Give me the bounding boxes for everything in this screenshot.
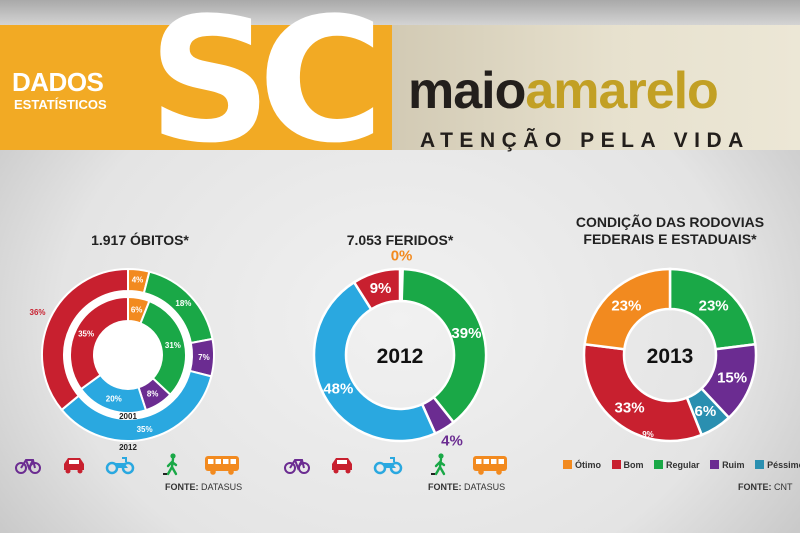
campaign-logo: maioamarelo bbox=[408, 62, 719, 120]
rodovias-label-0: 23% bbox=[699, 298, 729, 315]
obitos-inner-year: 2001 bbox=[119, 412, 137, 421]
campaign-tagline: ATENÇÃO PELA VIDA bbox=[420, 129, 750, 152]
rodovias-label-3: 33% bbox=[615, 399, 645, 416]
legend-swatch-otimo bbox=[563, 460, 572, 469]
rodovias-slice-0 bbox=[668, 267, 757, 351]
feridos-label-0: 0% bbox=[391, 247, 413, 264]
rodovias-title-line2: FEDERAIS E ESTADUAIS* bbox=[583, 231, 757, 247]
feridos-chart: 0% 39% 4% 48% 9% 2012 bbox=[312, 247, 488, 450]
feridos-source-name: DATASUS bbox=[464, 482, 506, 492]
yellow-band bbox=[0, 25, 400, 150]
feridos-slice-1 bbox=[400, 267, 488, 425]
legend-label-pessimo: Péssimo bbox=[767, 460, 800, 470]
rodovias-source-label: FONTE: bbox=[738, 482, 772, 492]
feridos-label-4: 9% bbox=[370, 280, 392, 297]
obitos-bus-icon bbox=[205, 456, 239, 475]
feridos-label-1: 39% bbox=[451, 325, 481, 342]
obitos-source-name: DATASUS bbox=[201, 482, 243, 492]
rodovias-chart: 23% 15%6% 33% 23% 2013 9% bbox=[582, 267, 758, 443]
obitos-motorcycle-icon bbox=[105, 457, 135, 475]
state-abbreviation: SC bbox=[148, 0, 384, 181]
header-banner: DADOS ESTATÍSTICOS SC maioamarelo ATENÇÃ… bbox=[0, 0, 800, 167]
obitos-outer-year: 2012 bbox=[119, 443, 137, 452]
obitos-inner-label-3: 20% bbox=[106, 395, 122, 404]
feridos-source-label: FONTE: bbox=[428, 482, 462, 492]
feridos-label-3: 48% bbox=[323, 380, 353, 397]
rodovias-source: FONTE: CNT bbox=[738, 482, 793, 492]
estatisticos-subtitle: ESTATÍSTICOS bbox=[14, 97, 107, 112]
obitos-car-icon bbox=[64, 458, 84, 474]
obitos-outer-label-4: 36% bbox=[30, 308, 46, 317]
legend-label-ruim: Ruim bbox=[722, 460, 745, 470]
feridos-bus-icon bbox=[473, 456, 507, 475]
feridos-label-2: 4% bbox=[441, 433, 463, 450]
feridos-source: FONTE: DATASUS bbox=[428, 482, 505, 492]
rodovias-legend: Ótimo Bom Regular Ruim Péssimo bbox=[555, 460, 800, 470]
rodovias-label-1: 15% bbox=[717, 370, 747, 387]
obitos-outer-label-0: 4% bbox=[132, 275, 144, 284]
feridos-pedestrian-icon bbox=[431, 453, 446, 476]
legend-swatch-ruim bbox=[710, 460, 720, 469]
obitos-inner-label-1: 31% bbox=[165, 341, 181, 350]
obitos-inner-label-4: 35% bbox=[78, 329, 94, 338]
rodovias-source-name: CNT bbox=[774, 482, 793, 492]
rodovias-title: CONDIÇÃO DAS RODOVIAS FEDERAIS E ESTADUA… bbox=[555, 214, 785, 248]
obitos-source: FONTE: DATASUS bbox=[165, 482, 242, 492]
brand-maio: maio bbox=[408, 62, 526, 120]
obitos-outer-slice-4 bbox=[41, 267, 129, 412]
legend-swatch-regular bbox=[654, 460, 664, 469]
obitos-inner-label-0: 6% bbox=[131, 306, 143, 315]
feridos-icons bbox=[284, 453, 507, 476]
rodovias-title-line1: CONDIÇÃO DAS RODOVIAS bbox=[575, 214, 765, 230]
feridos-slice-4 bbox=[352, 267, 402, 312]
obitos-outer-label-2: 7% bbox=[198, 353, 210, 362]
legend-swatch-bom bbox=[611, 460, 621, 469]
rodovias-label-2: 6% bbox=[695, 403, 717, 420]
obitos-outer-label-1: 18% bbox=[175, 299, 191, 308]
obitos-outer-label-3: 35% bbox=[137, 425, 153, 434]
campaign-band bbox=[392, 25, 800, 150]
feridos-slice-3 bbox=[312, 280, 437, 443]
obitos-inner-label-2: 8% bbox=[147, 390, 159, 399]
legend-label-regular: Regular bbox=[666, 460, 700, 470]
legend-swatch-pessimo bbox=[755, 460, 765, 469]
obitos-ring-background bbox=[43, 270, 213, 440]
obitos-icons bbox=[15, 453, 239, 476]
legend-label-otimo: Ótimo bbox=[575, 460, 601, 470]
obitos-title: 1.917 ÓBITOS* bbox=[91, 232, 189, 248]
rodovias-center-year: 2013 bbox=[647, 345, 694, 368]
brand-amarelo: amarelo bbox=[525, 62, 718, 120]
obitos-pedestrian-icon bbox=[163, 453, 178, 476]
obitos-bicycle-icon bbox=[15, 459, 41, 474]
rodovias-slice-4 bbox=[583, 267, 672, 351]
feridos-bicycle-icon bbox=[284, 459, 310, 474]
feridos-title: 7.053 FERIDOS* bbox=[346, 232, 454, 248]
obitos-inner-slice-4 bbox=[69, 295, 129, 391]
feridos-motorcycle-icon bbox=[373, 457, 403, 475]
rodovias-extra-label: 9% bbox=[642, 430, 654, 439]
rodovias-slice-3 bbox=[582, 342, 704, 443]
rodovias-label-4: 23% bbox=[611, 298, 641, 315]
feridos-center-year: 2012 bbox=[377, 345, 424, 368]
obitos-source-label: FONTE: bbox=[165, 482, 199, 492]
dados-title: DADOS bbox=[12, 67, 104, 97]
legend-label-bom: Bom bbox=[623, 460, 644, 470]
feridos-car-icon bbox=[332, 458, 352, 474]
